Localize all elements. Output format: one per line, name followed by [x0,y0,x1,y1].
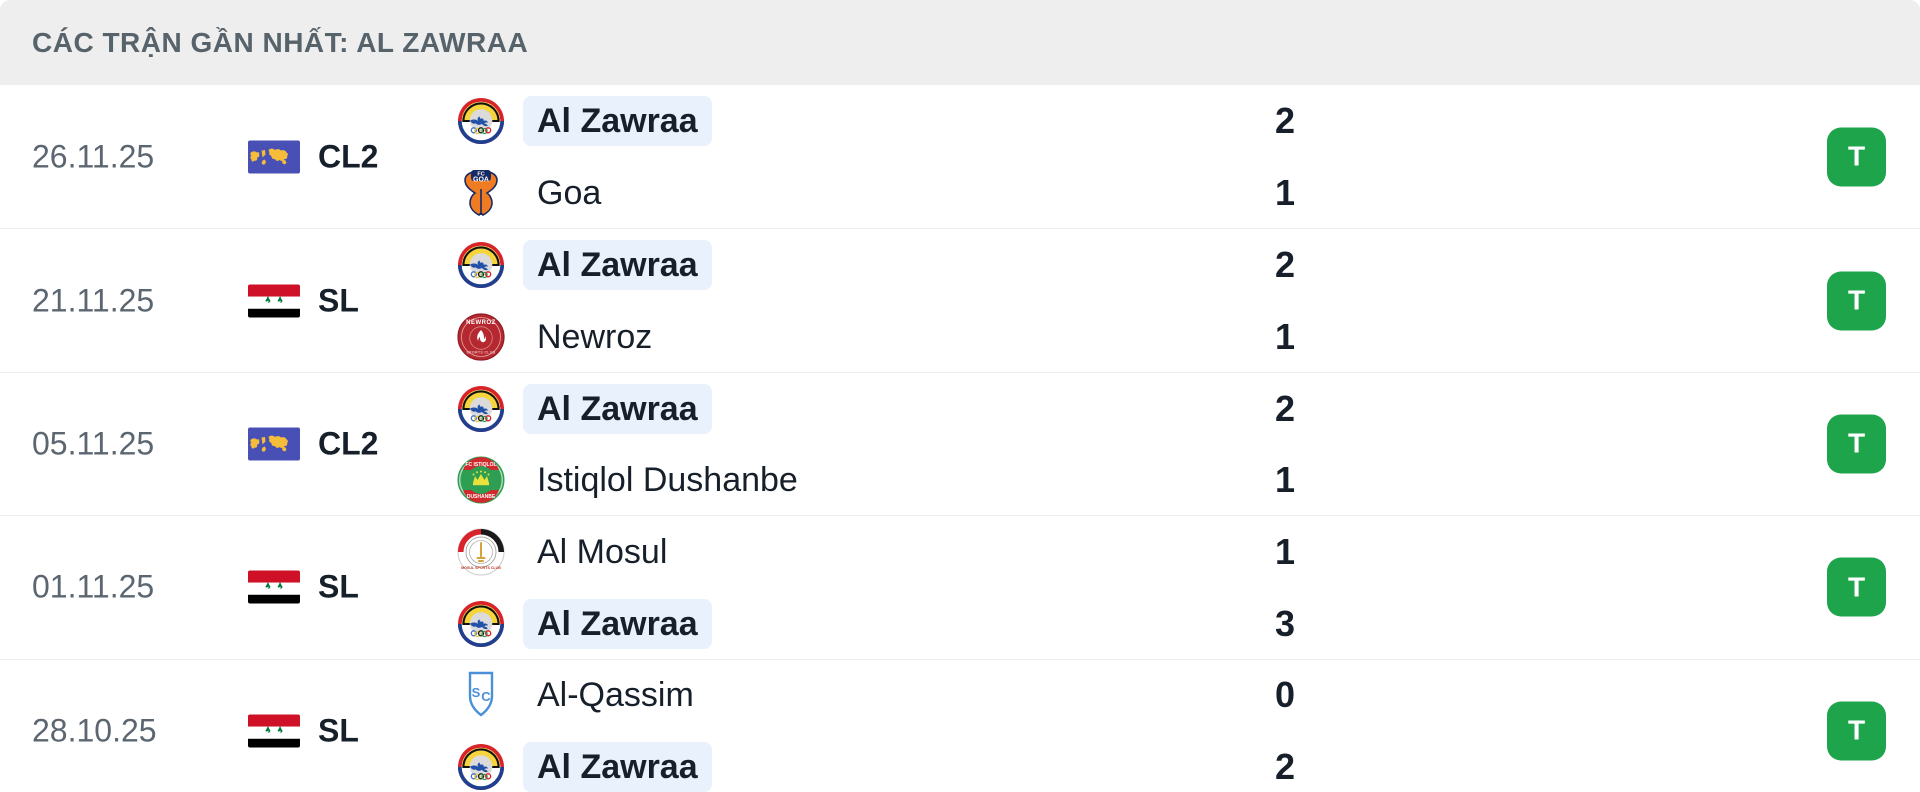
svg-text:DUSHANBE: DUSHANBE [467,494,496,500]
svg-text:MOSUL SPORTS CLUB: MOSUL SPORTS CLUB [461,566,501,570]
svg-text:C: C [481,689,491,704]
svg-text:S: S [472,685,481,700]
svg-text:SPORTS CLUB: SPORTS CLUB [466,350,495,354]
svg-text:GOA: GOA [473,176,489,183]
svg-text:NEWROZ: NEWROZ [466,320,496,326]
svg-text:FC ISTIQLOL: FC ISTIQLOL [465,462,496,468]
